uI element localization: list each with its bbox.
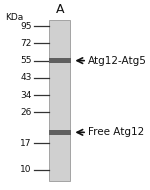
Text: 10: 10	[20, 165, 32, 174]
Text: Free Atg12: Free Atg12	[88, 127, 144, 137]
Text: KDa: KDa	[5, 13, 23, 21]
Text: 72: 72	[20, 39, 32, 48]
Bar	[49, 58, 71, 63]
Text: 34: 34	[20, 91, 32, 100]
Text: 55: 55	[20, 56, 32, 65]
Bar	[49, 130, 71, 135]
Text: A: A	[56, 3, 64, 16]
Text: 95: 95	[20, 22, 32, 31]
Text: 26: 26	[20, 108, 32, 117]
Text: 17: 17	[20, 139, 32, 148]
Text: Atg12-Atg5: Atg12-Atg5	[88, 56, 147, 66]
Bar	[49, 20, 70, 181]
Text: 43: 43	[20, 73, 32, 82]
